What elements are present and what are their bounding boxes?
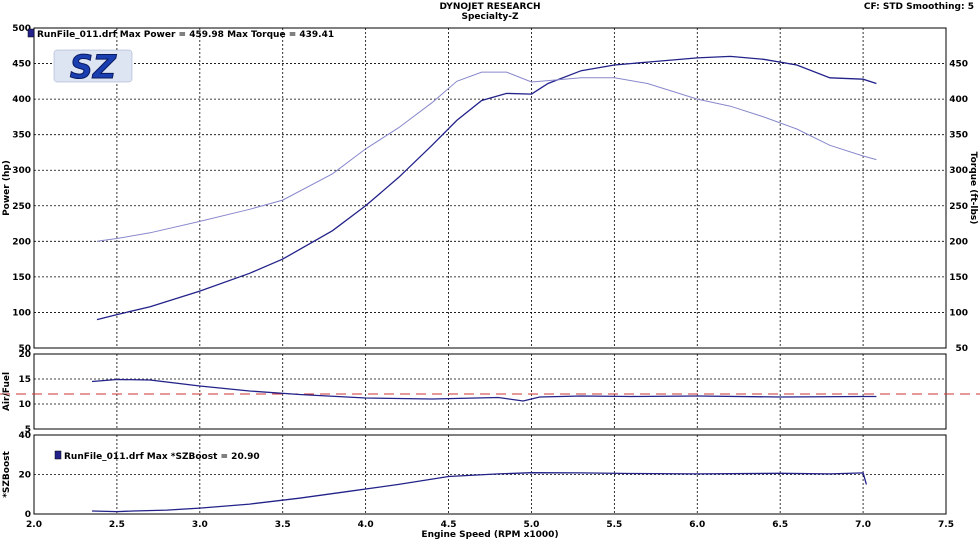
- y-tick-label: 400: [12, 95, 31, 105]
- y-tick-label: 5: [25, 425, 31, 435]
- boost-series-line: [91, 472, 868, 513]
- x-tick-label: 7.5: [938, 520, 954, 530]
- x-tick-label: 5.0: [523, 520, 539, 530]
- y-axis-label: *SZBoost: [2, 451, 12, 498]
- legend-label: RunFile_011.drf Max *SZBoost = 20.90: [64, 452, 260, 462]
- chart-subtitle: Specialty-Z: [461, 12, 519, 22]
- y2-tick-label: 300: [949, 166, 968, 176]
- y-tick-label: 20: [18, 471, 31, 481]
- x-tick-label: 3.5: [275, 520, 291, 530]
- x-tick-label: 2.5: [109, 520, 125, 530]
- y2-axis-label: Torque (ft-lbs): [968, 152, 978, 225]
- y-tick-label: 200: [12, 237, 31, 247]
- y2-tick-label: 100: [949, 308, 968, 318]
- y2-tick-label: 150: [949, 273, 968, 283]
- sz-logo: SZ: [53, 48, 133, 87]
- y-tick-label: 250: [12, 202, 31, 212]
- y-tick-label: 450: [12, 60, 31, 70]
- y2-tick-label: 50: [955, 344, 968, 354]
- x-tick-label: 6.5: [772, 520, 788, 530]
- legend-swatch: [27, 28, 35, 38]
- y2-tick-label: 200: [949, 237, 968, 247]
- y-tick-label: 10: [18, 400, 31, 410]
- y2-tick-label: 450: [949, 60, 968, 70]
- x-tick-label: 2.0: [26, 520, 42, 530]
- y2-tick-label: 400: [949, 95, 968, 105]
- x-tick-label: 5.5: [606, 520, 622, 530]
- y-axis-label: Air/Fuel: [2, 372, 12, 411]
- y-tick-label: 15: [18, 375, 31, 385]
- y-tick-label: 100: [12, 308, 31, 318]
- plot-frame-afr: [33, 353, 947, 430]
- x-tick-label: 6.0: [689, 520, 705, 530]
- y-axis-label: Power (hp): [2, 160, 12, 216]
- plot-frame-main: [33, 27, 947, 349]
- logo-backdrop: [53, 49, 133, 83]
- y-tick-label: 300: [12, 166, 31, 176]
- y2-tick-label: 350: [949, 131, 968, 141]
- x-tick-label: 3.0: [192, 520, 208, 530]
- y-tick-label: 40: [18, 431, 31, 441]
- y-tick-label: 500: [12, 24, 31, 34]
- x-tick-label: 4.5: [441, 520, 457, 530]
- x-tick-label: 7.0: [855, 520, 871, 530]
- torque-series-line: [96, 71, 877, 242]
- x-tick-label: 4.0: [358, 520, 374, 530]
- x-axis-label: Engine Speed (RPM x1000): [421, 530, 558, 539]
- chart-title: DYNOJET RESEARCH: [439, 2, 541, 12]
- legend-swatch: [54, 450, 62, 460]
- y-tick-label: 350: [12, 131, 31, 141]
- y-tick-label: 0: [25, 510, 31, 520]
- legend-label: RunFile_011.drf Max Power = 459.98 Max T…: [37, 30, 334, 40]
- y-tick-label: 50: [18, 344, 31, 354]
- y-tick-label: 150: [12, 273, 31, 283]
- afr-series-line: [91, 378, 877, 402]
- correction-factor-label: CF: STD Smoothing: 5: [863, 2, 974, 12]
- y-tick-label: 20: [18, 350, 31, 360]
- power-series-line: [96, 55, 877, 321]
- logo-text: SZ: [70, 48, 117, 86]
- y2-tick-label: 250: [949, 202, 968, 212]
